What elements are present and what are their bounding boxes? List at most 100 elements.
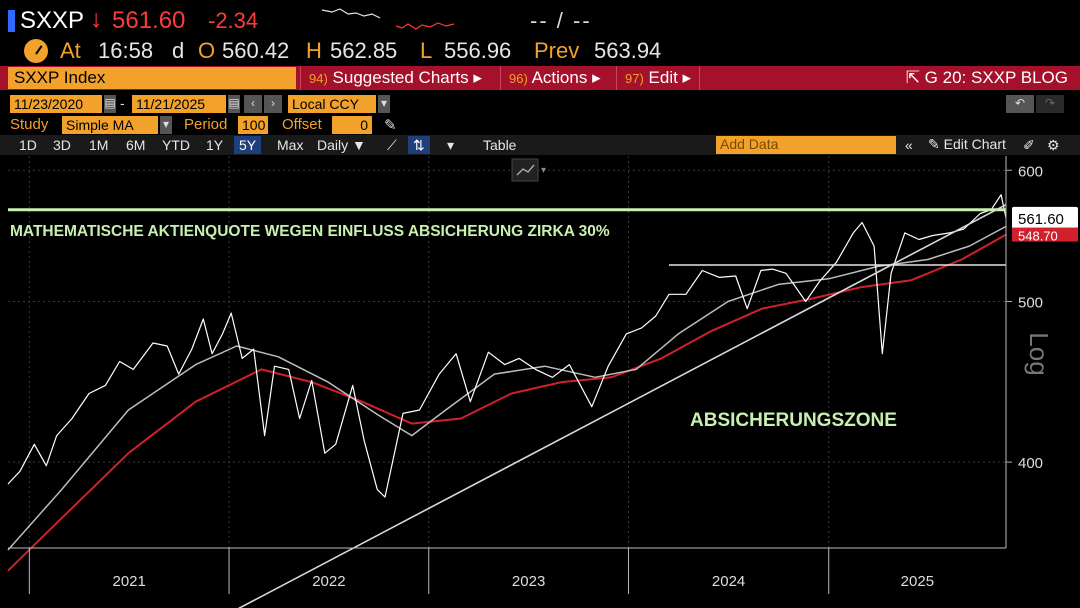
period-ytd-button[interactable]: YTD [162, 137, 190, 153]
blog-link[interactable]: ⇱ G 20: SXXP BLOG [906, 66, 1068, 88]
actions-label: Actions ▸ [531, 68, 601, 87]
chart-type-picker[interactable]: ▾ [511, 158, 546, 182]
open-value: 560.42 [222, 38, 290, 63]
trendline [237, 203, 1007, 608]
low-label: L [420, 38, 433, 63]
line-chart-icon[interactable]: ⟋ [387, 137, 397, 153]
gear-icon[interactable]: ⚙ [1047, 137, 1060, 153]
high-value: 562.85 [330, 38, 398, 63]
gauge-icon[interactable] [24, 39, 48, 63]
security-input[interactable]: SXXP Index [8, 67, 296, 89]
suggested-charts-button[interactable]: 94) Suggested Charts ▸ [300, 66, 500, 90]
period-5y-button[interactable]: 5Y [234, 136, 262, 154]
period-input[interactable]: 100 [238, 116, 268, 134]
annotate-icon[interactable]: ✐ [1023, 137, 1035, 153]
y-tick-label-400: 400 [1018, 455, 1043, 472]
candle-chart-icon[interactable]: ⇅ [408, 136, 430, 154]
currency-select[interactable]: Local CCY [288, 95, 376, 113]
period-label: Period [184, 116, 228, 133]
pencil-icon[interactable]: ✎ [384, 117, 397, 134]
quote-detail: At 16:58 d O 560.42 H 562.85 L 556.96 Pr… [0, 38, 1080, 66]
date-range-row: 11/23/2020 ▤ - 11/21/2025 ▤ ‹ › Local CC… [0, 94, 1080, 114]
suggested-charts-label: Suggested Charts ▸ [332, 68, 482, 87]
study-row: Study Simple MA ▾ Period 100 Offset 0 ✎ [0, 116, 1080, 136]
period-1m-button[interactable]: 1M [89, 137, 109, 153]
undo-icon[interactable]: ↶ [1006, 95, 1034, 113]
ma-price-tag-label: 548.70 [1018, 229, 1058, 244]
study-select[interactable]: Simple MA [62, 116, 158, 134]
last-price-tag-label: 561.60 [1018, 211, 1064, 228]
edit-number: 97) [625, 71, 644, 86]
actions-number: 96) [509, 71, 528, 86]
chart-grid [8, 156, 1006, 548]
bid-ask-placeholder: -- / -- [530, 8, 592, 33]
high-label: H [306, 38, 322, 63]
edit-pencil-icon: ✎ [928, 136, 944, 152]
prev-label: Prev [534, 38, 580, 63]
x-tick-label-2022: 2022 [312, 573, 345, 590]
headline-annotation: MATHEMATISCHE AKTIENQUOTE WEGEN EINFLUSS… [10, 223, 610, 240]
x-tick-label-2021: 2021 [113, 573, 146, 590]
chevron-left-icon[interactable]: ‹ [244, 95, 262, 113]
end-date-input[interactable]: 11/21/2025 [132, 95, 226, 113]
last-price-tag [1012, 206, 1078, 229]
x-tick-label-2023: 2023 [512, 573, 545, 590]
period-6m-button[interactable]: 6M [126, 137, 146, 153]
x-tick-label-2024: 2024 [712, 573, 745, 590]
table-button[interactable]: Table [483, 137, 517, 153]
period-1y-button[interactable]: 1Y [206, 137, 224, 153]
zone-annotation: ABSICHERUNGSZONE [690, 410, 897, 431]
frequency-select[interactable]: Daily ▼ [317, 137, 366, 153]
series-layer [7, 194, 1007, 572]
period-toolbar: 1D 3D 1M 6M YTD 1Y 5Y Max Daily ▼ ⟋ ⇅ ▾ … [0, 135, 1080, 155]
y-tick-label-500: 500 [1018, 294, 1043, 311]
edit-chart-button[interactable]: ✎ Edit Chart [928, 136, 1006, 153]
intraday-sparkline [321, 8, 455, 30]
period-1d-button[interactable]: 1D [19, 137, 37, 153]
offset-input[interactable]: 0 [332, 116, 372, 134]
start-date-input[interactable]: 11/23/2020 [10, 95, 102, 113]
prev-value: 563.94 [594, 38, 662, 63]
offset-label: Offset [282, 116, 322, 133]
blog-label: G 20: SXXP BLOG [924, 68, 1068, 87]
axis-layer: 400 500 600 2021 2022 2023 2024 2025 Log 561.6054… [8, 156, 1078, 594]
chevron-right-icon[interactable]: › [264, 95, 282, 113]
last-price: 561.60 [112, 7, 186, 34]
redo-icon[interactable]: ↷ [1036, 95, 1064, 113]
period-max-button[interactable]: Max [277, 137, 304, 153]
currency-dropdown-icon[interactable]: ▾ [378, 95, 390, 113]
series-line-moving-average-short [7, 225, 1007, 551]
annotation-layer: MATHEMATISCHE AKTIENQUOTE WEGEN EINFLUSS… [8, 203, 1007, 608]
edit-label: Edit ▸ [648, 68, 692, 87]
x-tick-label-2025: 2025 [901, 573, 934, 590]
study-dropdown-icon[interactable]: ▾ [160, 116, 172, 134]
svg-text:▾: ▾ [541, 165, 546, 176]
series-line-price [7, 194, 1007, 498]
collapse-icon[interactable]: « [905, 137, 913, 153]
date-separator: - [120, 95, 125, 111]
low-value: 556.96 [444, 38, 512, 63]
ticker-symbol[interactable]: SXXP [20, 7, 85, 34]
period-3d-button[interactable]: 3D [53, 137, 71, 153]
ticker-marker [8, 10, 15, 32]
chart-type-dropdown-icon[interactable]: ▾ [447, 137, 455, 153]
edit-chart-label: Edit Chart [943, 136, 1006, 152]
series-line-moving-average-long [7, 233, 1007, 572]
add-data-input[interactable]: Add Data [716, 136, 896, 154]
quote-header: SXXP ↓ 561.60 -2.34 -- / -- [0, 4, 1080, 36]
end-calendar-icon[interactable]: ▤ [228, 95, 240, 113]
edit-button[interactable]: 97) Edit ▸ [616, 66, 700, 90]
net-change: -2.34 [208, 8, 259, 33]
actions-button[interactable]: 96) Actions ▸ [500, 66, 616, 90]
down-arrow-icon: ↓ [90, 5, 103, 33]
suggested-charts-number: 94) [309, 71, 328, 86]
external-link-icon: ⇱ [905, 68, 925, 87]
study-label: Study [10, 116, 49, 133]
price-chart[interactable]: ▾ MATHEMATISCHE AKTIENQUOTE WEGEN EINFLU… [0, 156, 1080, 608]
y-axis-label: Log [1024, 332, 1054, 375]
ma-price-tag [1012, 227, 1078, 242]
quote-time: 16:58 [98, 38, 154, 63]
d-label: d [172, 38, 185, 63]
at-label: At [60, 38, 81, 63]
start-calendar-icon[interactable]: ▤ [104, 95, 116, 113]
